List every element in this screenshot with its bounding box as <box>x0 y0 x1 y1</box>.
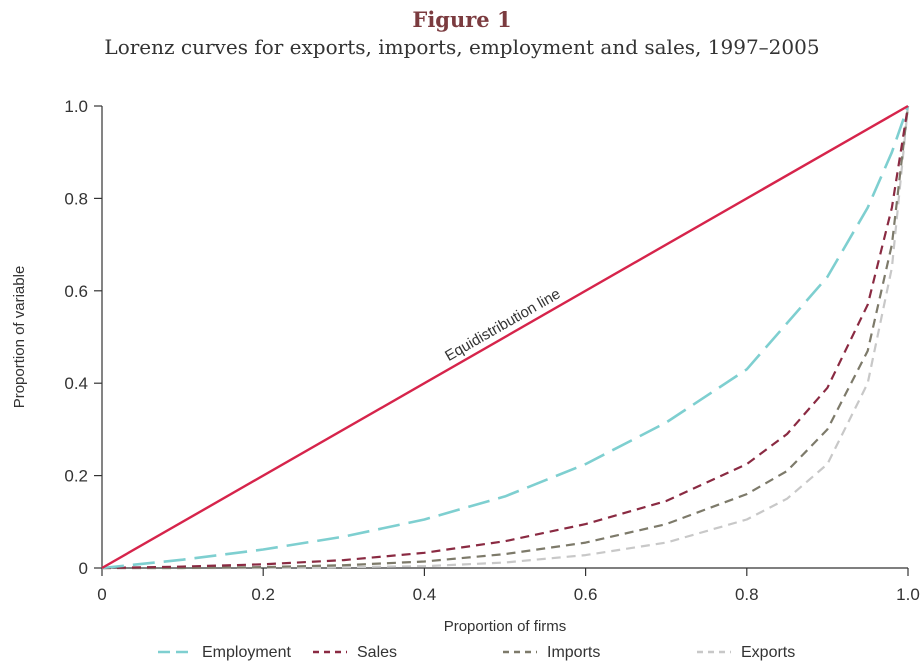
x-tick-label: 0.6 <box>574 585 598 604</box>
legend-label-imports: Imports <box>547 644 600 661</box>
axis-ticks: 0 0.2 0.4 0.6 0.8 1.0 0 0.2 0.4 0.6 0.8 1.0 <box>64 97 919 604</box>
figure-header: Figure 1 Lorenz curves for exports, impo… <box>0 6 924 60</box>
axes <box>101 106 908 569</box>
y-tick-label: 0.6 <box>64 282 88 301</box>
legend-label-employment: Employment <box>202 644 291 661</box>
x-axis-title: Proportion of firms <box>444 618 567 635</box>
series-line-employment <box>101 105 910 570</box>
series-line-sales <box>101 105 910 570</box>
series-layer <box>101 104 910 570</box>
figure-label: Figure 1 <box>412 7 512 32</box>
x-tick-label: 0.4 <box>413 585 437 604</box>
series-line-imports <box>102 105 910 570</box>
legend-label-exports: Exports <box>741 644 795 661</box>
equidistribution-annotation: Equidistribution line <box>442 285 563 364</box>
x-tick-label: 0 <box>97 585 106 604</box>
y-tick-label: 0.4 <box>64 374 88 393</box>
legend: Employment Sales Imports Exports <box>158 644 795 661</box>
y-tick-label: 0.2 <box>64 467 88 486</box>
y-tick-label: 1.0 <box>64 97 88 116</box>
y-axis-title: Proportion of variable <box>11 266 28 409</box>
series-line-equidistribution-line <box>101 104 909 570</box>
annotation-layer: Equidistribution line <box>442 285 563 364</box>
legend-label-sales: Sales <box>357 644 397 661</box>
y-tick-label: 0.8 <box>64 189 88 208</box>
x-tick-label: 0.8 <box>735 585 759 604</box>
y-tick-label: 0 <box>79 559 88 578</box>
series-line-exports <box>102 105 910 570</box>
figure-title: Lorenz curves for exports, imports, empl… <box>104 35 820 59</box>
x-tick-label: 0.2 <box>251 585 275 604</box>
x-tick-label: 1.0 <box>896 585 920 604</box>
